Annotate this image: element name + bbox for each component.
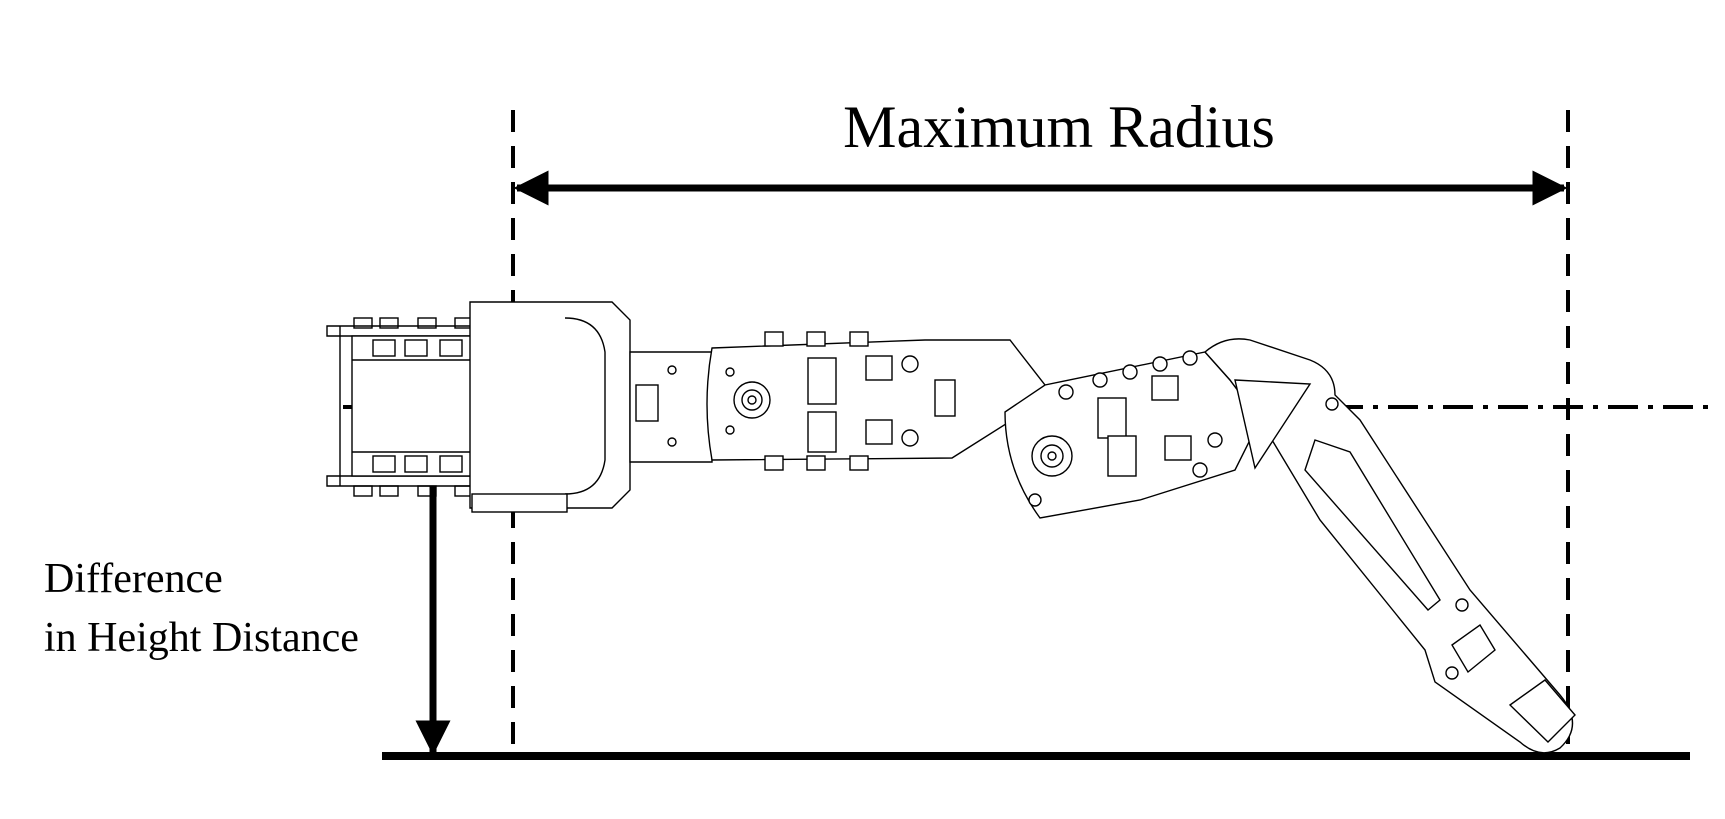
shoulder-bracket	[629, 351, 713, 463]
height-difference-label-line1: Difference	[44, 556, 223, 602]
end-effector	[1203, 338, 1576, 754]
maximum-radius-label: Maximum Radius	[843, 94, 1275, 160]
upper-arm-link	[706, 331, 1046, 471]
base-gripper	[326, 301, 631, 513]
height-difference-label-line2: in Height Distance	[44, 615, 359, 661]
forearm-link	[1004, 350, 1261, 519]
